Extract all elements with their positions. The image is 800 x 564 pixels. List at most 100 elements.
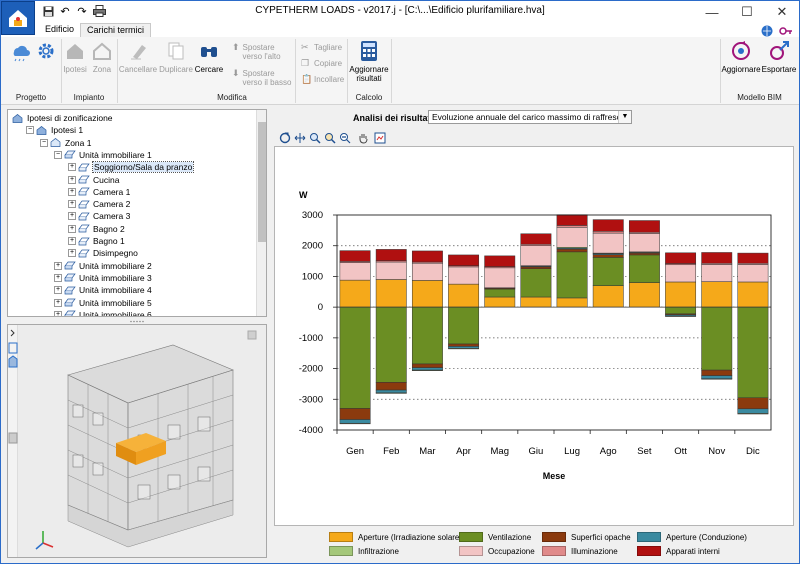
- tree-expander-icon[interactable]: +: [68, 249, 76, 258]
- zoom-window-icon[interactable]: [308, 131, 321, 144]
- climate-button[interactable]: [9, 39, 31, 65]
- tree-scroll-thumb[interactable]: [258, 122, 266, 242]
- tree-expander-icon[interactable]: +: [68, 224, 76, 233]
- room-icon: [78, 237, 90, 246]
- redo-icon[interactable]: ↷: [77, 5, 87, 18]
- tree-node[interactable]: + Soggiorno/Sala da pranzo: [68, 161, 195, 174]
- bar-segment: [411, 262, 443, 281]
- tree-expander-icon[interactable]: −: [54, 150, 62, 159]
- settings-button[interactable]: [35, 39, 57, 65]
- title-bar: CYPETHERM LOADS - v2017.j - [C:\...\Edif…: [1, 1, 799, 23]
- zoom-previous-icon[interactable]: [323, 131, 336, 144]
- minimize-button[interactable]: —: [705, 4, 719, 20]
- spostare-basso-button[interactable]: ⬇ Spostare verso il basso: [232, 68, 292, 88]
- tree-node[interactable]: + Unità immobiliare 5: [54, 297, 152, 309]
- tree-node-label: Soggiorno/Sala da pranzo: [91, 161, 195, 174]
- x-tick-label: Lug: [564, 446, 580, 457]
- pan-hand-icon[interactable]: [356, 131, 369, 144]
- tree-scrollbar[interactable]: [256, 110, 266, 316]
- group-separator: [61, 39, 62, 103]
- tree-node-label: Unità immobiliare 2: [79, 260, 152, 271]
- save-icon[interactable]: [41, 4, 55, 18]
- aggiornare-risultati-button[interactable]: Aggiornare risultati: [349, 39, 389, 83]
- arrow-down-icon: ⬇: [232, 68, 240, 78]
- maximize-button[interactable]: ☐: [741, 4, 753, 19]
- tree-expander-icon[interactable]: −: [26, 126, 34, 135]
- bar-segment: [411, 250, 443, 263]
- aggiornare-bim-button[interactable]: Aggiornare: [721, 39, 761, 74]
- tree-node[interactable]: + Unità immobiliare 4: [54, 284, 152, 296]
- window-title: CYPETHERM LOADS - v2017.j - [C:\...\Edif…: [255, 5, 545, 16]
- group-label-modifica: Modifica: [217, 93, 247, 102]
- zoom-out-icon[interactable]: [338, 131, 351, 144]
- bar-segment: [556, 214, 588, 226]
- cancellare-button[interactable]: Cancellare: [119, 39, 157, 74]
- tree-node-label: Unità immobiliare 5: [79, 297, 152, 308]
- legend-item: Illuminazione: [542, 546, 618, 556]
- legend-item: Ventilazione: [459, 532, 531, 542]
- tree-node[interactable]: + Bagno 1: [68, 235, 125, 247]
- tree-expander-icon[interactable]: +: [68, 237, 76, 245]
- spostare-alto-button[interactable]: ⬆ Spostare verso l'alto: [232, 43, 292, 62]
- tree-node[interactable]: + Unità immobiliare 6: [54, 309, 152, 317]
- tree-node[interactable]: + Unità immobiliare 3: [54, 272, 152, 284]
- tree-node[interactable]: + Camera 1: [68, 186, 130, 198]
- print-icon[interactable]: [92, 4, 106, 18]
- 3d-model-viewport[interactable]: [7, 324, 267, 558]
- zoom-all-icon[interactable]: [293, 131, 306, 144]
- tree-expander-icon[interactable]: +: [54, 310, 62, 317]
- ipotesi-button[interactable]: Ipotesi: [63, 39, 87, 74]
- app-logo[interactable]: [1, 1, 35, 35]
- zoning-tree[interactable]: Ipotesi di zonificazione − Ipotesi 1− Zona …: [7, 109, 267, 317]
- tree-node[interactable]: + Cucina: [68, 174, 119, 186]
- y-tick-label: 3000: [302, 210, 323, 221]
- panel-splitter[interactable]: [7, 317, 267, 324]
- results-type-select[interactable]: Evoluzione annuale del carico massimo di…: [428, 110, 632, 124]
- zoom-refresh-icon[interactable]: [278, 131, 291, 144]
- bar-segment: [665, 306, 697, 315]
- zona-button[interactable]: Zona: [90, 39, 114, 74]
- tree-expander-icon[interactable]: +: [68, 187, 76, 196]
- tree-expander-icon[interactable]: +: [54, 298, 62, 307]
- tree-node[interactable]: − Zona 1: [40, 137, 91, 149]
- tree-node[interactable]: Ipotesi di zonificazione: [12, 112, 113, 124]
- web-help-icon[interactable]: [761, 25, 773, 37]
- bar-segment: [556, 248, 588, 253]
- tree-expander-icon[interactable]: +: [68, 163, 76, 172]
- tree-node[interactable]: + Camera 3: [68, 210, 130, 222]
- duplicare-button[interactable]: Duplicare: [158, 39, 194, 74]
- bar-segment: [411, 280, 443, 308]
- undo-icon[interactable]: ↶: [60, 5, 70, 18]
- tree-node[interactable]: + Unità immobiliare 2: [54, 260, 152, 272]
- tree-node[interactable]: + Disimpegno: [68, 247, 138, 259]
- tree-node[interactable]: + Bagno 2: [68, 223, 125, 235]
- license-key-icon[interactable]: [779, 25, 792, 37]
- scissors-icon: ✂: [301, 42, 309, 52]
- tree-expander-icon[interactable]: +: [54, 273, 62, 282]
- tree-expander-icon[interactable]: +: [54, 261, 62, 270]
- tree-node[interactable]: + Camera 2: [68, 198, 130, 210]
- x-tick-label: Mag: [491, 446, 509, 457]
- bar-segment: [448, 306, 480, 345]
- close-button[interactable]: ✕: [776, 4, 788, 19]
- tree-expander-icon[interactable]: +: [68, 212, 76, 221]
- bar-segment: [520, 233, 552, 245]
- tab-edificio[interactable]: Edificio: [45, 24, 75, 34]
- print-chart-icon[interactable]: [373, 131, 386, 144]
- copiare-button[interactable]: ❐ Copiare: [301, 59, 342, 69]
- bar-segment: [448, 254, 480, 266]
- tree-expander-icon[interactable]: −: [40, 138, 48, 147]
- cercare-button[interactable]: Cercare: [194, 39, 224, 74]
- tree-node[interactable]: − Unità immobiliare 1: [54, 149, 152, 161]
- esportare-button[interactable]: Esportare: [761, 39, 797, 74]
- tree-node[interactable]: − Ipotesi 1: [26, 124, 83, 136]
- legend-label: Superfici opache: [571, 532, 631, 542]
- incollare-button[interactable]: 📋 Incollare: [301, 75, 344, 85]
- tagliare-button[interactable]: ✂ Tagliare: [301, 43, 342, 53]
- tree-expander-icon[interactable]: +: [68, 175, 76, 184]
- tab-carichi-termici[interactable]: Carichi termici: [80, 23, 152, 37]
- tree-expander-icon[interactable]: +: [68, 200, 76, 209]
- tree-expander-icon[interactable]: +: [54, 286, 62, 295]
- bar-segment: [411, 306, 443, 365]
- bar-segment: [520, 266, 552, 269]
